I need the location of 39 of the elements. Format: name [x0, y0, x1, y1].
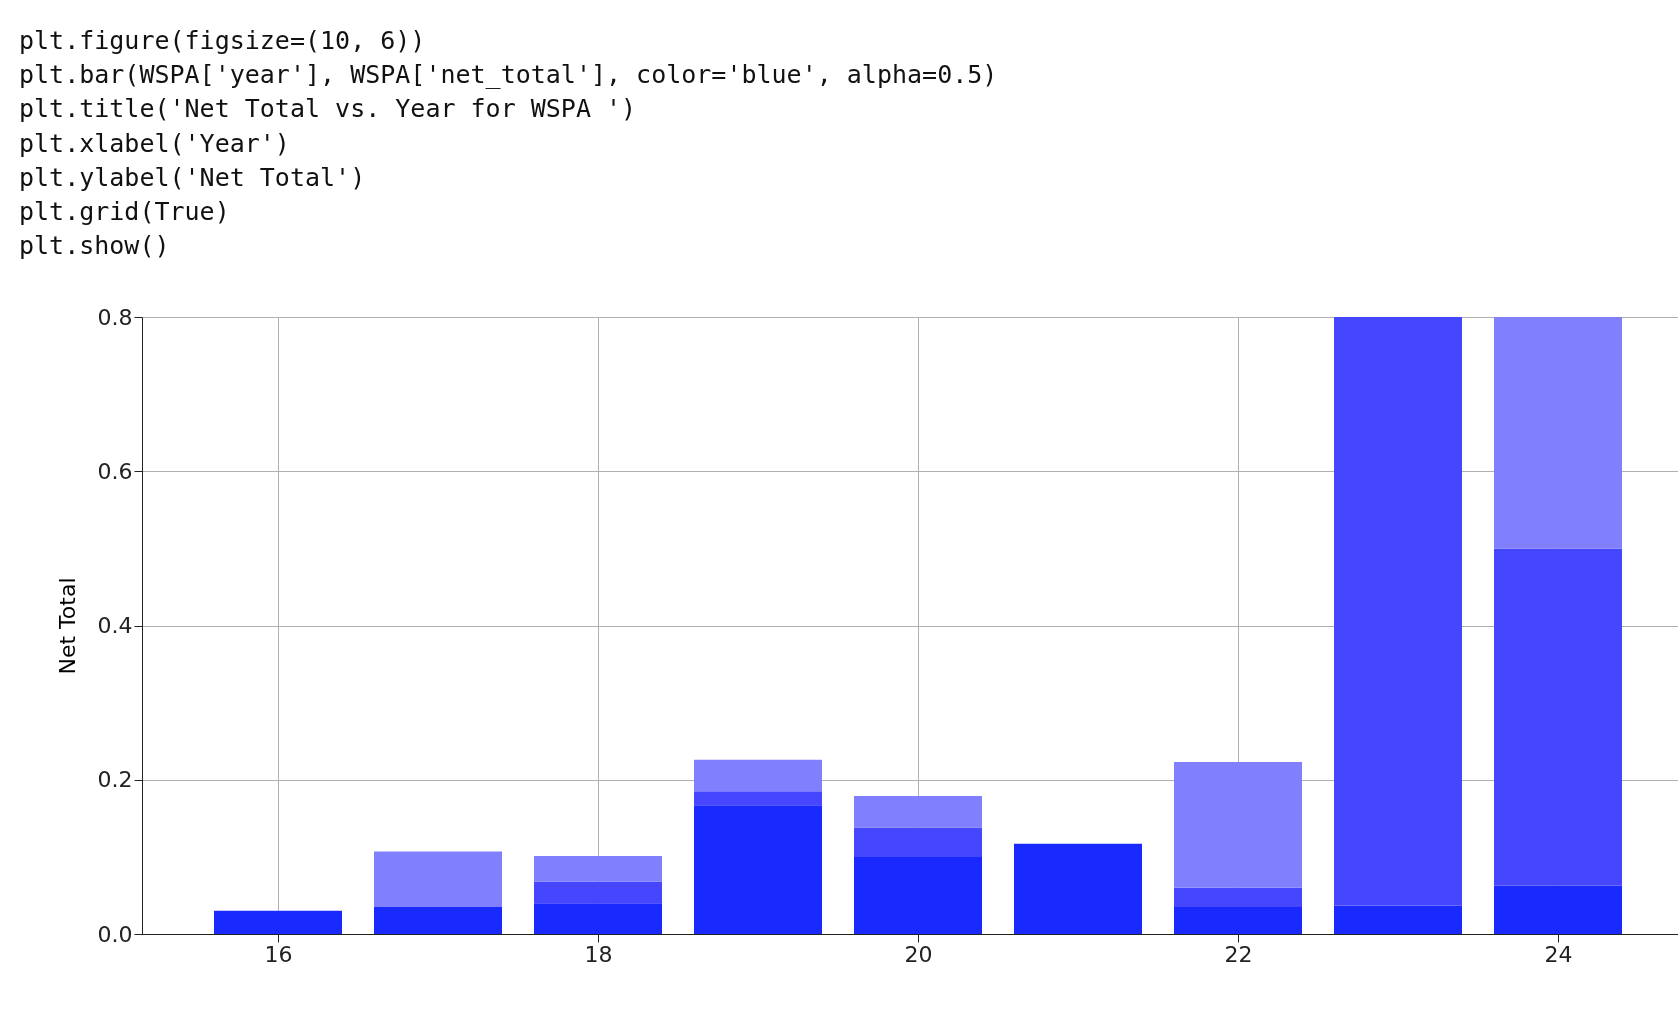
- bar: [694, 791, 822, 806]
- bar: [1174, 887, 1302, 908]
- x-tick-label: 24: [1544, 941, 1573, 967]
- bar: [1334, 317, 1462, 906]
- bar: [694, 759, 822, 792]
- text: plt.title('Net Total vs. Year for WSPA '): [19, 94, 637, 124]
- bar: [534, 856, 662, 882]
- x-tick-label: 22: [1224, 941, 1253, 967]
- x-tick-label: 18: [584, 941, 613, 967]
- bar: [694, 805, 822, 934]
- bar: [1494, 885, 1622, 934]
- bar: [1334, 905, 1462, 934]
- bar: [854, 795, 982, 828]
- bar: [534, 881, 662, 904]
- y-tick-label: 0.8: [97, 304, 133, 330]
- y-tick-label: 0.0: [97, 921, 133, 947]
- bar: [214, 910, 342, 934]
- bar: [1494, 317, 1622, 549]
- bar: [1174, 907, 1302, 934]
- x-tick-label: 20: [904, 941, 933, 967]
- bar: [854, 827, 982, 857]
- bar: [1494, 548, 1622, 886]
- text: plt.show(): [19, 231, 170, 261]
- y-tick-label: 0.4: [97, 613, 133, 638]
- text: plt.xlabel('Year'): [19, 128, 290, 158]
- y-tick-label: 0.2: [97, 767, 133, 793]
- text: plt.grid(True): [19, 197, 230, 226]
- bar: [374, 907, 502, 934]
- bar: [854, 856, 982, 934]
- bar: [534, 903, 662, 934]
- x-tick-label: 16: [264, 941, 293, 967]
- bar: [1014, 843, 1142, 934]
- y-tick-label: 0.6: [97, 458, 133, 484]
- text: plt.ylabel('Net Total'): [19, 162, 366, 192]
- text: plt.figure(figsize=(10, 6)): [19, 26, 426, 55]
- bar: [1174, 762, 1302, 888]
- y-axis-title: Net Total: [54, 577, 80, 675]
- text: plt.bar(WSPA['year'], WSPA['net_total'], color='blue', alpha=0.5): [19, 60, 998, 90]
- bar: [374, 851, 502, 908]
